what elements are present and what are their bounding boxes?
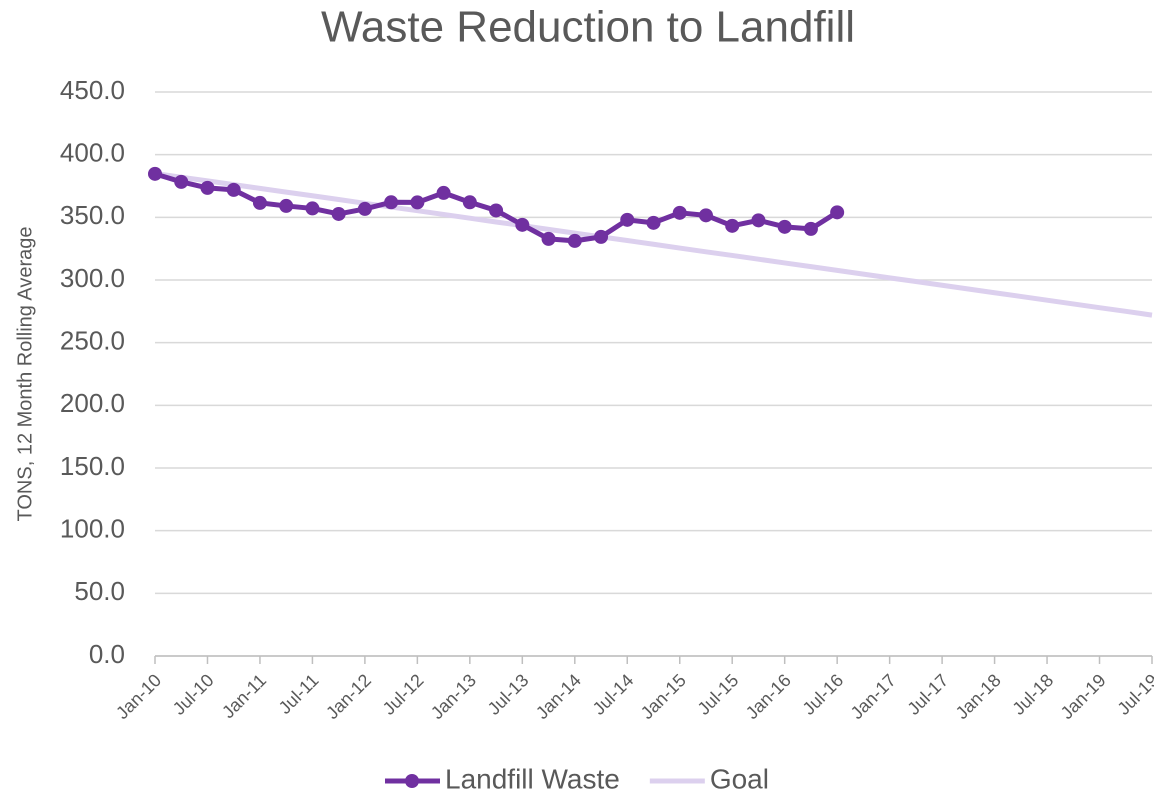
data-point — [410, 195, 425, 210]
x-tick-label: Jan-17 — [847, 670, 900, 723]
series-line — [154, 170, 1153, 318]
data-point — [698, 208, 713, 223]
x-tick-label: Jul-13 — [484, 670, 533, 719]
x-tick-label: Jul-19 — [1113, 670, 1154, 719]
x-tick-label: Jan-18 — [952, 670, 1005, 723]
y-tick-label: 350.0 — [60, 200, 125, 230]
legend-label: Goal — [710, 763, 769, 794]
data-point — [594, 229, 609, 244]
data-point — [331, 206, 346, 221]
legend-label: Landfill Waste — [445, 763, 620, 794]
x-tick-label: Jul-15 — [694, 670, 743, 719]
data-point — [279, 198, 294, 213]
data-point — [384, 195, 399, 210]
data-point — [515, 217, 530, 232]
x-tick-label: Jan-11 — [218, 670, 270, 722]
y-tick-label: 50.0 — [74, 576, 125, 606]
y-tick-label: 150.0 — [60, 451, 125, 481]
x-tick-label: Jan-19 — [1057, 670, 1110, 723]
x-tick-label: Jul-14 — [589, 670, 638, 719]
data-point — [462, 195, 477, 210]
x-tick-label: Jul-12 — [379, 670, 428, 719]
y-axis-label: TONS, 12 Month Rolling Average — [14, 227, 36, 522]
data-point — [148, 166, 162, 181]
data-point — [436, 185, 451, 200]
data-point — [226, 182, 241, 197]
y-tick-label: 450.0 — [60, 75, 125, 105]
data-point — [541, 231, 556, 246]
x-tick-label: Jul-10 — [169, 670, 218, 719]
data-point — [305, 201, 320, 216]
y-tick-label: 400.0 — [60, 138, 125, 168]
x-tick-label: Jul-11 — [275, 670, 323, 718]
x-tick-label: Jul-18 — [1008, 670, 1057, 719]
data-point — [567, 233, 582, 248]
data-point — [803, 221, 818, 236]
data-point — [620, 212, 635, 227]
y-tick-label: 100.0 — [60, 514, 125, 544]
x-tick-label: Jan-16 — [742, 670, 795, 723]
data-point — [252, 195, 267, 210]
x-tick-label: Jan-12 — [322, 670, 375, 723]
data-point — [357, 201, 372, 216]
y-tick-label: 200.0 — [60, 388, 125, 418]
data-point — [751, 213, 766, 228]
data-point — [174, 174, 189, 189]
legend-marker — [405, 774, 419, 788]
x-tick-label: Jul-17 — [903, 670, 952, 719]
x-tick-label: Jul-16 — [799, 670, 848, 719]
x-tick-label: Jan-10 — [112, 670, 165, 723]
data-point — [777, 219, 792, 234]
y-tick-label: 300.0 — [60, 263, 125, 293]
x-tick-label: Jan-14 — [532, 670, 585, 723]
data-point — [489, 203, 504, 218]
data-point — [725, 218, 740, 233]
chart-title: Waste Reduction to Landfill — [321, 3, 855, 52]
x-tick-label: Jan-15 — [637, 670, 690, 723]
data-point — [200, 180, 215, 195]
x-tick-label: Jan-13 — [427, 670, 480, 723]
y-tick-label: 0.0 — [89, 639, 125, 669]
data-point — [672, 205, 687, 220]
data-point — [646, 215, 661, 230]
y-tick-label: 250.0 — [60, 326, 125, 356]
data-point — [830, 205, 845, 220]
